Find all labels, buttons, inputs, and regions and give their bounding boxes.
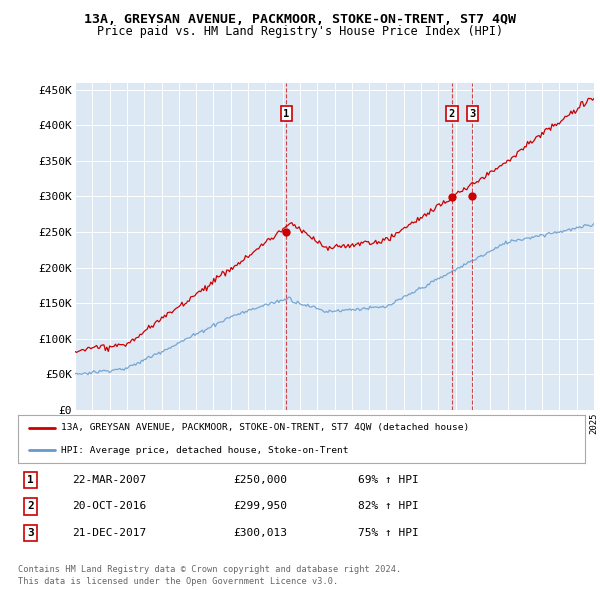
Text: 3: 3 xyxy=(469,109,476,119)
Text: 22-MAR-2007: 22-MAR-2007 xyxy=(72,475,146,485)
Text: 21-DEC-2017: 21-DEC-2017 xyxy=(72,528,146,538)
Text: HPI: Average price, detached house, Stoke-on-Trent: HPI: Average price, detached house, Stok… xyxy=(61,445,348,454)
Text: 75% ↑ HPI: 75% ↑ HPI xyxy=(358,528,419,538)
Text: £250,000: £250,000 xyxy=(233,475,287,485)
Text: 69% ↑ HPI: 69% ↑ HPI xyxy=(358,475,419,485)
Text: 2: 2 xyxy=(449,109,455,119)
Text: 1: 1 xyxy=(27,475,34,485)
Text: 3: 3 xyxy=(27,528,34,538)
Text: 13A, GREYSAN AVENUE, PACKMOOR, STOKE-ON-TRENT, ST7 4QW: 13A, GREYSAN AVENUE, PACKMOOR, STOKE-ON-… xyxy=(84,13,516,26)
Text: 1: 1 xyxy=(283,109,290,119)
Text: £299,950: £299,950 xyxy=(233,502,287,512)
Text: Price paid vs. HM Land Registry's House Price Index (HPI): Price paid vs. HM Land Registry's House … xyxy=(97,25,503,38)
Text: £300,013: £300,013 xyxy=(233,528,287,538)
Text: 20-OCT-2016: 20-OCT-2016 xyxy=(72,502,146,512)
Text: 2: 2 xyxy=(27,502,34,512)
Text: This data is licensed under the Open Government Licence v3.0.: This data is licensed under the Open Gov… xyxy=(18,577,338,586)
Text: 82% ↑ HPI: 82% ↑ HPI xyxy=(358,502,419,512)
Text: Contains HM Land Registry data © Crown copyright and database right 2024.: Contains HM Land Registry data © Crown c… xyxy=(18,565,401,573)
Text: 13A, GREYSAN AVENUE, PACKMOOR, STOKE-ON-TRENT, ST7 4QW (detached house): 13A, GREYSAN AVENUE, PACKMOOR, STOKE-ON-… xyxy=(61,424,469,432)
